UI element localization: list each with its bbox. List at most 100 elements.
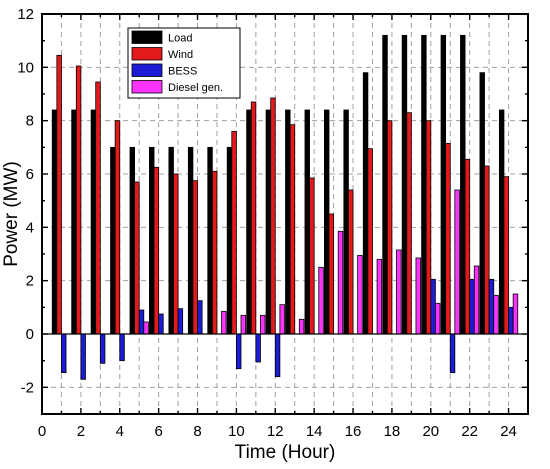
bar-bess: [61, 333, 67, 374]
x-tick-label: 20: [422, 423, 439, 440]
bar-bess: [158, 313, 164, 335]
bar-wind: [328, 213, 334, 335]
y-axis-label: Power (MW): [1, 161, 22, 267]
legend-swatch: [131, 47, 163, 61]
bar-wind: [75, 65, 82, 335]
bar-load: [362, 72, 369, 335]
bar-load: [246, 109, 252, 335]
bar-load: [421, 34, 427, 335]
bar-diesel-gen: [279, 304, 285, 335]
bar-diesel-gen: [298, 318, 305, 335]
bar-bess: [274, 333, 281, 378]
bar-bess: [508, 306, 514, 335]
bar-load: [265, 109, 272, 335]
bar-bess: [138, 309, 145, 335]
bar-load: [90, 109, 97, 335]
bar-bess: [255, 333, 261, 363]
bar-wind: [114, 120, 121, 335]
x-tick-label: 6: [154, 423, 162, 440]
bar-wind: [348, 189, 354, 335]
bar-diesel-gen: [454, 189, 460, 335]
x-tick-label: 10: [228, 423, 245, 440]
bar-wind: [503, 176, 509, 335]
legend: Load Wind BESS Diesel gen.: [127, 27, 241, 99]
bar-diesel-gen: [376, 258, 383, 335]
bar-bess: [99, 333, 106, 364]
x-tick-label: 24: [500, 423, 517, 440]
y-tick-label: -2: [21, 379, 34, 396]
bar-bess: [80, 333, 86, 380]
bar-load: [71, 109, 77, 335]
bar-bess: [177, 308, 184, 335]
bar-wind: [386, 120, 393, 335]
bar-diesel-gen: [473, 265, 480, 335]
plot-frame: [41, 13, 529, 415]
bar-load: [304, 109, 310, 335]
bar-bess: [235, 333, 242, 370]
legend-swatch: [131, 80, 163, 94]
y-tick-label: 0: [26, 326, 34, 343]
bar-wind: [406, 112, 412, 335]
x-tick-label: 0: [38, 423, 46, 440]
bar-diesel-gen: [396, 249, 402, 335]
bar-wind: [289, 124, 296, 335]
bar-load: [110, 146, 116, 335]
bar-wind: [484, 165, 490, 335]
y-tick-label: 8: [26, 113, 34, 130]
bar-load: [401, 34, 408, 335]
y-tick-label: 10: [17, 59, 34, 76]
legend-swatch: [131, 63, 163, 77]
bar-diesel-gen: [240, 314, 246, 335]
bar-wind: [425, 120, 432, 335]
x-tick-label: 16: [345, 423, 362, 440]
bar-load: [226, 146, 233, 335]
bar-diesel-gen: [221, 310, 227, 335]
bar-load: [460, 34, 466, 335]
bar-wind: [192, 180, 198, 335]
bar-bess: [449, 333, 456, 374]
bar-load: [498, 109, 505, 335]
legend-label: Wind: [168, 49, 193, 61]
bar-diesel-gen: [512, 293, 519, 335]
bar-diesel-gen: [434, 302, 441, 335]
x-tick-label: 18: [384, 423, 401, 440]
bar-bess: [469, 278, 475, 335]
x-tick-label: 14: [306, 423, 323, 440]
bar-load: [187, 146, 194, 335]
bar-wind: [56, 54, 62, 335]
bar-wind: [250, 101, 257, 335]
y-tick-label: 2: [26, 273, 34, 290]
x-tick-label: 12: [267, 423, 284, 440]
bar-load: [129, 146, 135, 335]
bar-wind: [270, 97, 276, 335]
x-tick-label: 2: [77, 423, 85, 440]
bar-diesel-gen: [318, 266, 324, 335]
bar-wind: [173, 173, 179, 335]
bar-load: [285, 109, 291, 335]
bars-layer: [51, 34, 519, 380]
bar-wind: [211, 170, 218, 335]
x-tick-label: 4: [116, 423, 124, 440]
bar-load: [149, 146, 155, 335]
bar-load: [440, 34, 447, 335]
bar-wind: [134, 181, 140, 335]
bar-wind: [445, 142, 451, 335]
x-axis-label: Time (Hour): [235, 442, 336, 463]
bar-load: [51, 109, 58, 335]
y-tick-label: 6: [26, 166, 34, 183]
y-tick-label: 12: [17, 6, 34, 23]
bar-wind: [464, 158, 471, 335]
x-tick-label: 22: [461, 423, 478, 440]
bar-bess: [430, 278, 436, 335]
bar-wind: [95, 81, 101, 335]
bar-wind: [153, 166, 160, 335]
y-tick-label: 4: [26, 219, 34, 236]
bar-diesel-gen: [143, 321, 149, 335]
legend-label: Load: [168, 33, 192, 45]
legend-swatch: [131, 30, 163, 44]
bar-wind: [367, 148, 373, 335]
bar-wind: [309, 177, 315, 335]
bar-load: [323, 109, 330, 335]
